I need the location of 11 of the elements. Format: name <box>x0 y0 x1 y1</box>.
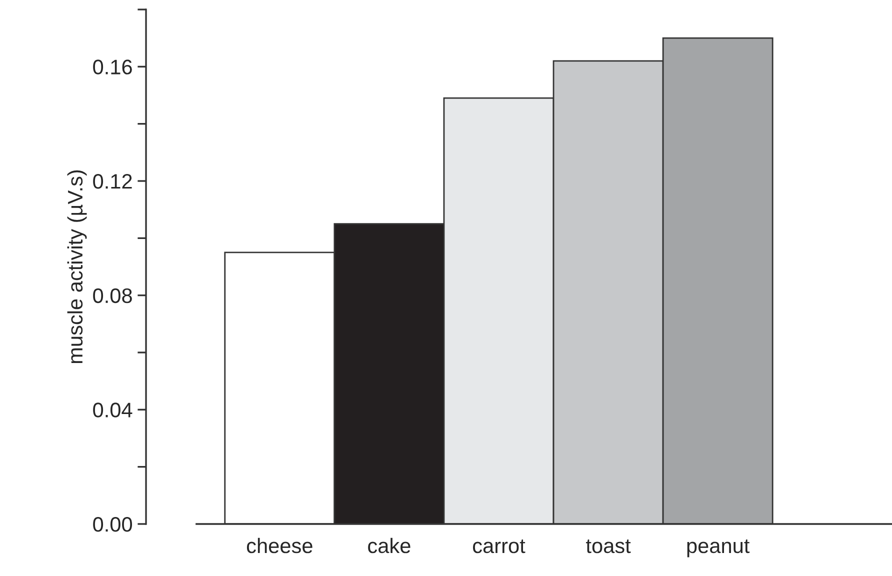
y-tick-label: 0.00 <box>93 516 132 532</box>
y-tick-label: 0.04 <box>93 402 132 418</box>
x-tick-label: carrot <box>473 540 526 554</box>
x-tick-label: cheese <box>246 538 312 554</box>
y-tick-label: 0.12 <box>93 174 132 189</box>
x-tick-label: toast <box>586 540 631 554</box>
x-tick-label: peanut <box>687 540 750 558</box>
x-tick-label: cake <box>368 538 410 554</box>
y-tick-label: 0.16 <box>93 60 132 74</box>
y-tick-label: 0.08 <box>93 288 132 304</box>
y-axis-title: muscle activity (µV.s) <box>67 170 87 364</box>
